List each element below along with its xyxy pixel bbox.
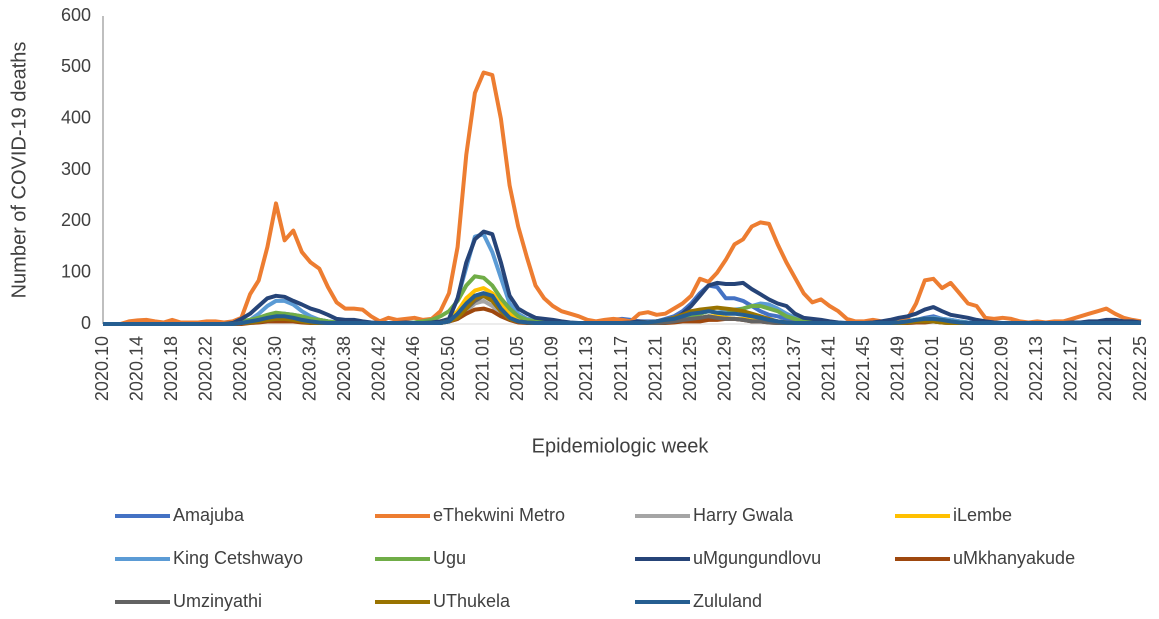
x-tick-label: 2021.05 [507, 336, 527, 401]
series-line [103, 291, 1141, 326]
x-tick-label: 2021.41 [818, 336, 838, 401]
y-tick-label: 300 [61, 159, 91, 179]
y-tick-label: 600 [61, 5, 91, 25]
legend-label: Harry Gwala [693, 505, 794, 525]
x-tick-label: 2021.17 [611, 336, 631, 401]
x-tick-label: 2022.01 [922, 336, 942, 401]
x-tick-label: 2021.01 [472, 336, 492, 401]
y-tick-label: 500 [61, 56, 91, 76]
legend-label: Umzinyathi [173, 591, 262, 611]
y-tick-label: 200 [61, 210, 91, 230]
x-tick-label: 2020.18 [161, 336, 181, 401]
y-axis-title: Number of COVID-19 deaths [8, 42, 30, 299]
x-tick-label: 2020.38 [334, 336, 354, 401]
legend-label: uMgungundlovu [693, 548, 821, 568]
x-tick-label: 2021.21 [645, 336, 665, 401]
x-tick-label: 2021.45 [853, 336, 873, 401]
y-tick-label: 100 [61, 261, 91, 281]
legend-label: eThekwini Metro [433, 505, 565, 525]
x-tick-label: 2020.30 [265, 336, 285, 401]
x-tick-label: 2022.21 [1095, 336, 1115, 401]
x-tick-label: 2020.46 [403, 336, 423, 401]
y-tick-label: 0 [81, 313, 91, 333]
legend-label: iLembe [953, 505, 1012, 525]
x-axis-title: Epidemiologic week [532, 435, 710, 457]
legend-label: uMkhanyakude [953, 548, 1075, 568]
x-tick-label: 2021.25 [680, 336, 700, 401]
x-tick-label: 2022.17 [1061, 336, 1081, 401]
legend-label: Amajuba [173, 505, 245, 525]
x-tick-label: 2022.13 [1026, 336, 1046, 401]
x-tick-label: 2020.26 [230, 336, 250, 401]
legend-label: King Cetshwayo [173, 548, 303, 568]
legend-label: Ugu [433, 548, 466, 568]
legend-label: UThukela [433, 591, 511, 611]
x-tick-label: 2021.09 [542, 336, 562, 401]
x-tick-label: 2020.22 [196, 336, 216, 401]
x-tick-label: 2020.34 [299, 336, 319, 401]
x-tick-label: 2021.13 [576, 336, 596, 401]
x-tick-label: 2022.25 [1130, 336, 1150, 401]
x-tick-label: 2020.10 [92, 336, 112, 401]
x-tick-label: 2022.09 [991, 336, 1011, 401]
x-tick-label: 2020.42 [369, 336, 389, 401]
x-tick-label: 2021.29 [715, 336, 735, 401]
x-tick-label: 2020.14 [126, 336, 146, 401]
x-tick-label: 2021.49 [888, 336, 908, 401]
x-tick-label: 2021.33 [749, 336, 769, 401]
series-line [103, 70, 1142, 326]
legend-label: Zululand [693, 591, 762, 611]
x-tick-label: 2022.05 [957, 336, 977, 401]
x-tick-label: 2021.37 [784, 336, 804, 401]
y-tick-label: 400 [61, 107, 91, 127]
x-tick-label: 2020.50 [438, 336, 458, 401]
